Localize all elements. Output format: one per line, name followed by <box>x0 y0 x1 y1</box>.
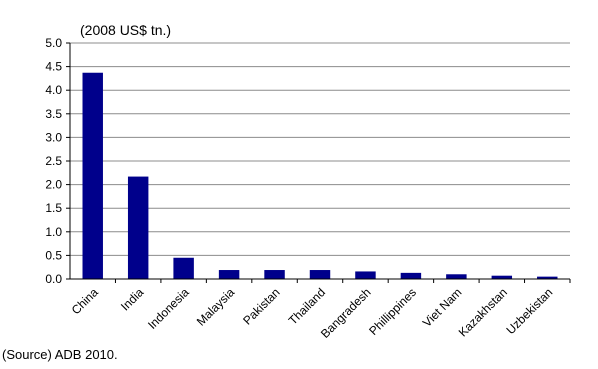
y-tick-labels: 0.0 0.5 1.0 1.5 2.0 2.5 3.0 3.5 4.0 4.5 5.0 <box>45 36 62 286</box>
x-tick-label: Uzbekistan <box>504 285 556 337</box>
axes <box>66 42 571 283</box>
x-tick-label: Thailand <box>286 285 328 327</box>
x-tick-label: Malaysia <box>194 285 238 329</box>
x-tick-label: Phillippines <box>366 285 419 338</box>
y-tick-label: 1.0 <box>45 225 62 239</box>
x-tick-label: China <box>69 285 101 317</box>
bar-malaysia <box>218 270 240 279</box>
x-tick-label: Pakistan <box>240 285 282 327</box>
y-tick-label: 0.5 <box>45 248 62 262</box>
bar-pakistan <box>264 270 285 279</box>
y-tick-label: 3.5 <box>45 107 62 121</box>
y-tick-label: 4.0 <box>45 83 62 97</box>
y-tick-label: 1.5 <box>45 201 62 215</box>
bar-indonesia <box>173 257 194 279</box>
unit-label: (2008 US$ tn.) <box>80 22 172 38</box>
y-tick-label: 0.0 <box>45 272 62 286</box>
bar-bangradesh <box>355 271 376 279</box>
y-tick-label: 5.0 <box>45 36 62 50</box>
bar-phillippines <box>400 272 422 279</box>
bar-china <box>82 72 103 280</box>
source-label: (Source) ADB 2010. <box>2 347 118 362</box>
bar-india <box>127 176 149 279</box>
bar-thailand <box>309 270 331 279</box>
x-tick-label: India <box>118 285 147 314</box>
bar-uzbekistan <box>537 276 558 279</box>
bars <box>82 72 558 280</box>
x-tick-label: Kazakhstan <box>456 285 510 339</box>
y-tick-label: 4.5 <box>45 60 62 74</box>
y-tick-label: 2.0 <box>45 178 62 192</box>
bar-kazakhstan <box>491 275 513 279</box>
x-tick-label: Indonesia <box>145 285 192 332</box>
x-tick-label: Viet Nam <box>420 285 465 330</box>
bar-viet-nam <box>446 274 467 279</box>
y-tick-label: 2.5 <box>45 154 62 168</box>
gridlines <box>70 42 570 256</box>
y-tick-label: 3.0 <box>45 130 62 144</box>
